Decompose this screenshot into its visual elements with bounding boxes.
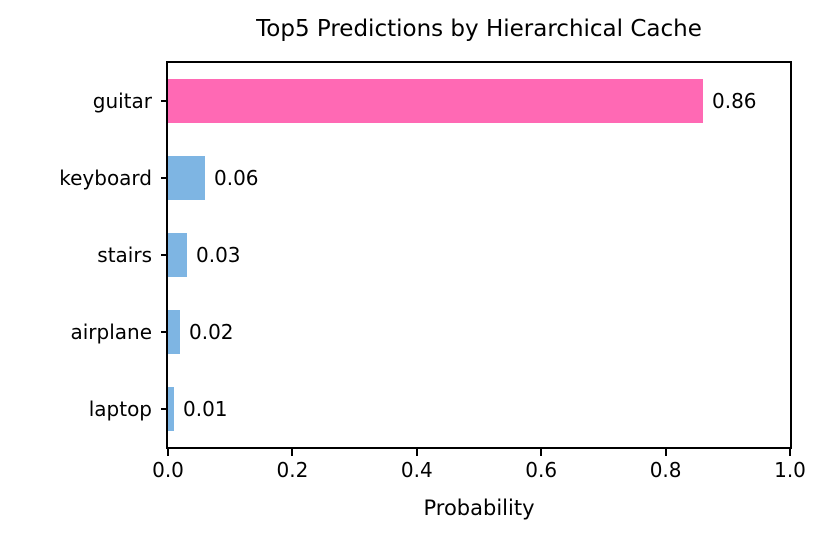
category-label-airplane: airplane: [70, 319, 152, 344]
x-tick: [664, 449, 667, 456]
value-label-guitar: 0.86: [712, 89, 757, 114]
category-label-keyboard: keyboard: [59, 166, 152, 191]
category-label-guitar: guitar: [92, 89, 152, 114]
x-tick-label-0.8: 0.8: [649, 458, 682, 482]
x-tick-label-1.0: 1.0: [774, 458, 806, 482]
x-tick: [291, 449, 294, 456]
x-tick-label-0.0: 0.0: [152, 458, 184, 482]
x-tick-label-0.4: 0.4: [400, 458, 433, 482]
y-tick: [161, 254, 168, 256]
y-tick: [161, 407, 168, 410]
category-label-stairs: stairs: [97, 243, 152, 267]
value-label-airplane: 0.02: [189, 319, 234, 344]
x-tick: [167, 449, 169, 456]
category-label-laptop: laptop: [88, 396, 152, 421]
x-tick: [789, 449, 791, 456]
x-tick-label-0.6: 0.6: [525, 458, 558, 482]
bar-guitar: [168, 79, 703, 124]
value-label-stairs: 0.03: [196, 243, 241, 267]
bar-laptop: [168, 386, 174, 431]
bar-airplane: [168, 309, 180, 354]
bar-stairs: [168, 233, 187, 277]
y-tick: [161, 330, 168, 333]
y-tick: [161, 100, 168, 103]
bar-keyboard: [168, 156, 205, 201]
y-tick: [161, 177, 168, 180]
chart-title: Top5 Predictions by Hierarchical Cache: [256, 16, 702, 42]
x-tick-label-0.2: 0.2: [276, 458, 309, 482]
x-tick: [540, 449, 543, 456]
value-label-laptop: 0.01: [183, 396, 228, 421]
x-tick: [415, 449, 418, 456]
value-label-keyboard: 0.06: [214, 166, 259, 191]
x-axis-label: Probability: [423, 496, 535, 520]
